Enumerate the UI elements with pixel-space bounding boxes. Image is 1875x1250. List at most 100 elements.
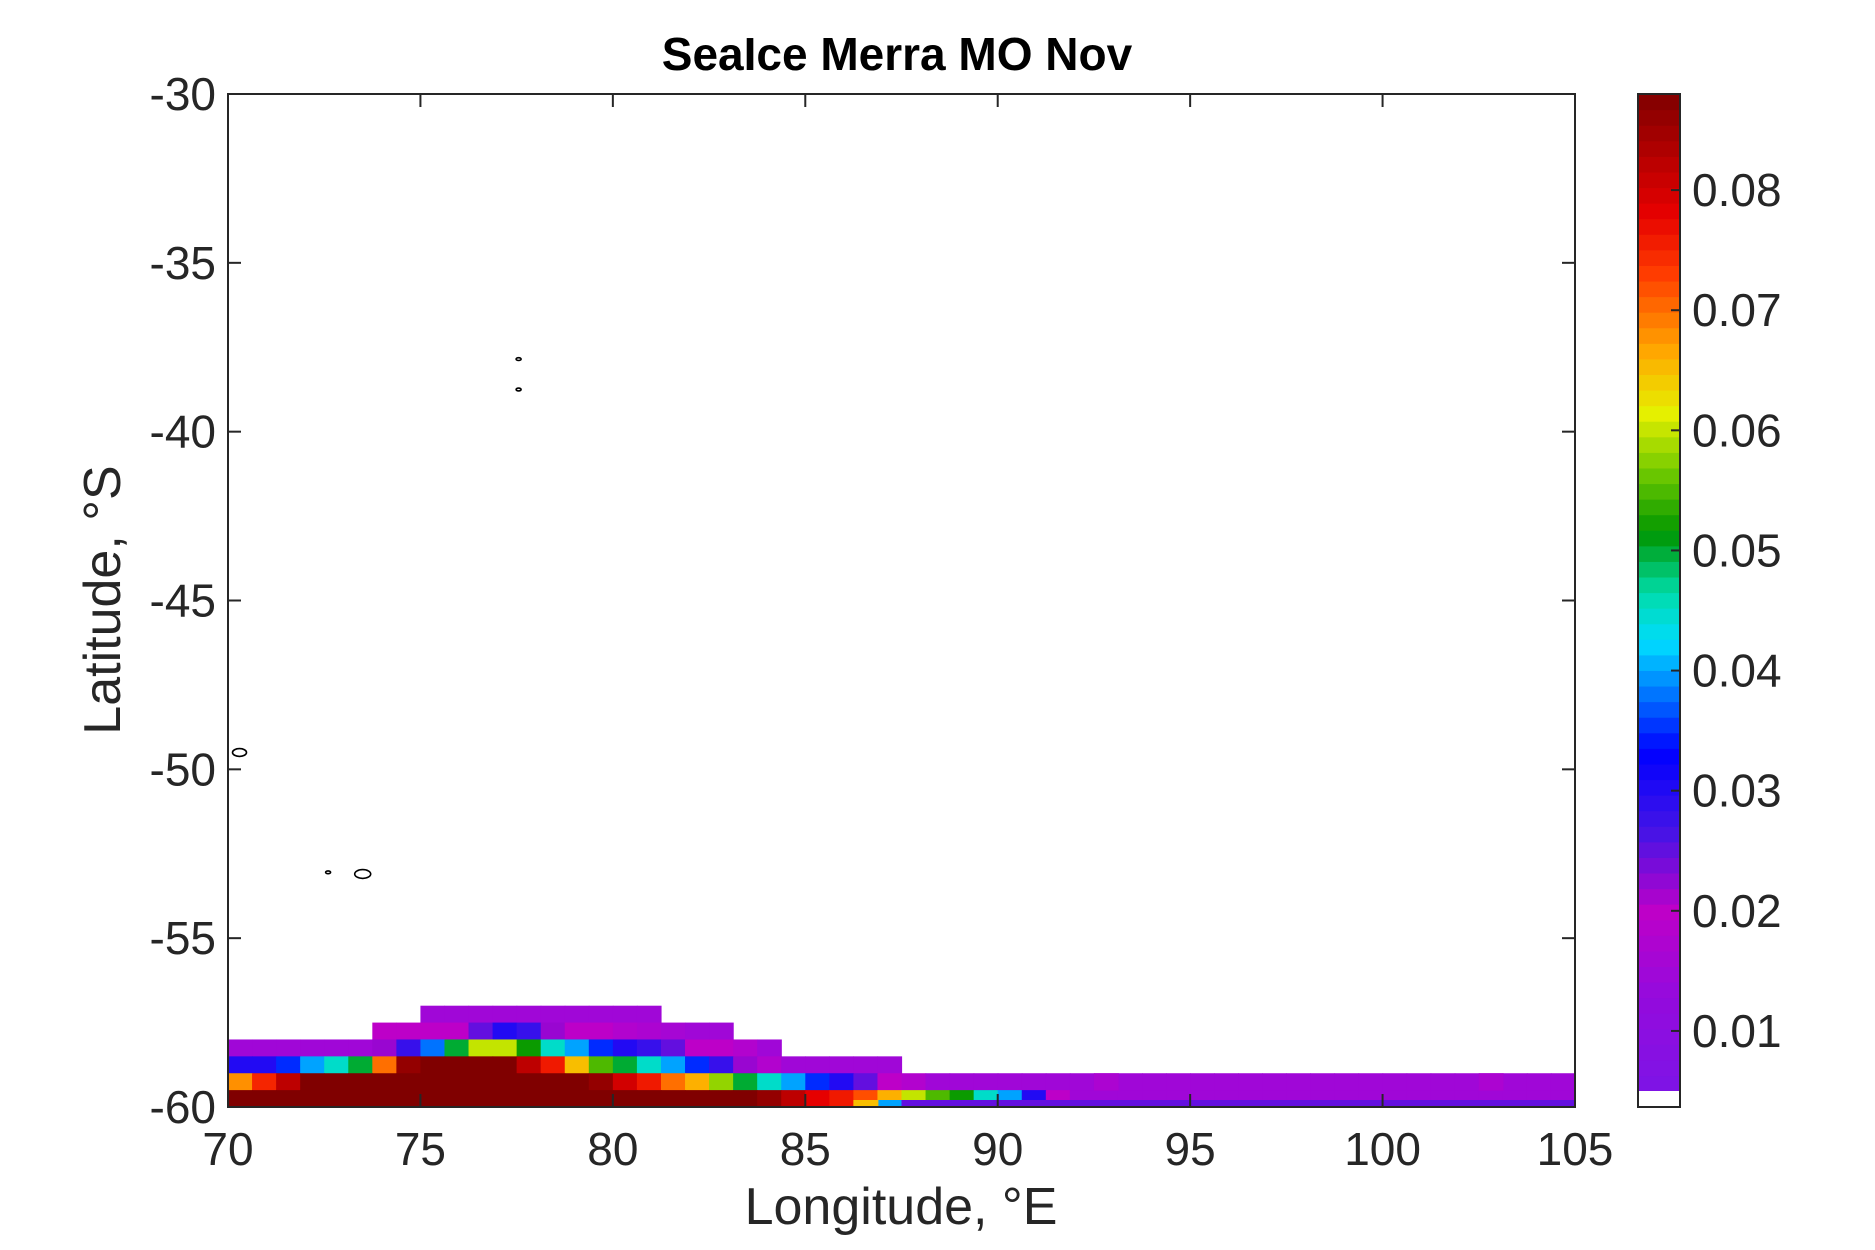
heatmap-cell: [492, 1022, 518, 1041]
colorbar-swatch: [1638, 389, 1680, 407]
colorbar-swatch: [1638, 748, 1680, 765]
heatmap-cell: [540, 1022, 566, 1041]
heatmap-cell: [396, 1073, 422, 1091]
heatmap-cell: [660, 1039, 686, 1057]
colorbar-swatch: [1638, 1075, 1680, 1092]
heatmap-cell: [829, 1056, 854, 1074]
heatmap-cell: [636, 1090, 662, 1108]
x-axis-ticks: 70 75 80 85 90 95 100 105: [202, 94, 1613, 1175]
colorbar-swatch: [1638, 312, 1680, 329]
heatmap-cell: [444, 1090, 470, 1108]
plot-area-frame: [227, 93, 1576, 1108]
x-tick-label: 105: [1537, 1123, 1614, 1175]
heatmap-cell: [492, 1005, 518, 1024]
heatmap-cell: [516, 1022, 542, 1041]
heatmap-cell: [660, 1022, 686, 1041]
heatmap-cell: [660, 1090, 686, 1108]
colorbar-swatch: [1638, 592, 1680, 609]
heatmap-cell: [612, 1005, 638, 1024]
heatmap-cell: [252, 1039, 277, 1057]
colorbar-swatch: [1638, 576, 1680, 594]
heatmap-cell: [805, 1073, 830, 1091]
colorbar-swatch: [1638, 374, 1680, 391]
colorbar-frame: [1637, 93, 1681, 1108]
heatmap-cell: [901, 1100, 1575, 1107]
heatmap-cell: [1021, 1073, 1047, 1091]
y-axis-ticks: -30 -35 -40 -45 -50 -55 -60: [150, 68, 1575, 1133]
colorbar-swatch: [1638, 234, 1680, 251]
heatmap-cell: [276, 1090, 301, 1108]
heatmap-cell: [492, 1090, 518, 1108]
colorbar-swatch: [1638, 685, 1680, 703]
colorbar-swatch: [1638, 249, 1680, 266]
heatmap-cell: [878, 1100, 902, 1107]
heatmap-cell: [420, 1056, 446, 1074]
y-axis-label: Latitude, °S: [74, 465, 132, 734]
heatmap-cell: [588, 1039, 614, 1057]
heatmap-cell: [372, 1073, 397, 1091]
heatmap-cell: [1502, 1073, 1528, 1091]
heatmap-cell: [396, 1022, 422, 1041]
heatmap-cell: [372, 1022, 397, 1041]
colorbar-tick-label: 0.05: [1692, 524, 1782, 576]
heatmap-cell: [1190, 1073, 1215, 1091]
y-tick-label: -55: [150, 912, 216, 964]
heatmap-cell: [733, 1039, 758, 1057]
heatmap-cell: [853, 1100, 879, 1107]
heatmap-cell: [1117, 1073, 1143, 1091]
colorbar: 0.01 0.02 0.03 0.04 0.05 0.06 0.07 0.08: [1637, 93, 1782, 1108]
heatmap-cell: [997, 1073, 1023, 1091]
heatmap-cell: [709, 1090, 734, 1108]
colorbar-swatch: [1638, 421, 1680, 438]
heatmap-cell: [468, 1022, 494, 1041]
heatmap-cell: [468, 1005, 494, 1024]
heatmap-cell: [1093, 1073, 1119, 1091]
colorbar-swatch: [1638, 1013, 1680, 1030]
x-tick-label: 100: [1344, 1123, 1421, 1175]
heatmap-cell: [324, 1039, 349, 1057]
heatmap-cell: [588, 1073, 614, 1091]
heatmap-cell: [1045, 1073, 1071, 1091]
colorbar-swatch: [1638, 654, 1680, 671]
heatmap-cell: [709, 1022, 734, 1041]
heatmap-cell: [372, 1039, 397, 1057]
colorbar-swatch: [1638, 872, 1680, 890]
colorbar-swatch: [1638, 218, 1680, 235]
heatmap-cell: [516, 1090, 542, 1108]
heatmap-cell: [348, 1090, 373, 1108]
colorbar-swatch: [1638, 467, 1680, 485]
colorbar-swatch: [1638, 639, 1680, 656]
heatmap-cell: [276, 1056, 301, 1074]
heatmap-cell: [757, 1039, 782, 1057]
heatmap-cell: [396, 1056, 422, 1074]
heatmap-cell: [612, 1090, 638, 1108]
heatmap-cell: [348, 1056, 373, 1074]
heatmap-cell: [829, 1073, 854, 1091]
heatmap-cell: [372, 1056, 397, 1074]
heatmap-cell: [492, 1056, 518, 1074]
heatmap-cell: [685, 1073, 710, 1091]
heatmap-cell: [853, 1073, 879, 1091]
coastline-islands: [231, 356, 522, 880]
heatmap-cell: [468, 1039, 494, 1057]
heatmap-cell: [564, 1039, 590, 1057]
colorbar-swatch: [1638, 732, 1680, 749]
heatmap-cell: [420, 1022, 446, 1041]
heatmap-cell: [228, 1090, 253, 1108]
heatmap-cell: [1430, 1073, 1456, 1091]
y-tick-label: -60: [150, 1081, 216, 1133]
colorbar-swatch: [1638, 343, 1680, 360]
heatmap-cell: [781, 1073, 806, 1091]
heatmap-cell: [492, 1073, 518, 1091]
colorbar-swatch: [1638, 296, 1680, 313]
heatmap-cell: [660, 1073, 686, 1091]
colorbar-tick-label: 0.08: [1692, 164, 1782, 216]
colorbar-swatch: [1638, 857, 1680, 874]
heatmap-cell: [1069, 1073, 1095, 1091]
heatmap-cell: [805, 1090, 830, 1108]
heatmap-cell: [564, 1090, 590, 1108]
heatmap-cell: [324, 1090, 349, 1108]
heatmap-cell: [636, 1039, 662, 1057]
heatmap-cell: [444, 1073, 470, 1091]
heatmap-cell: [1310, 1073, 1336, 1091]
